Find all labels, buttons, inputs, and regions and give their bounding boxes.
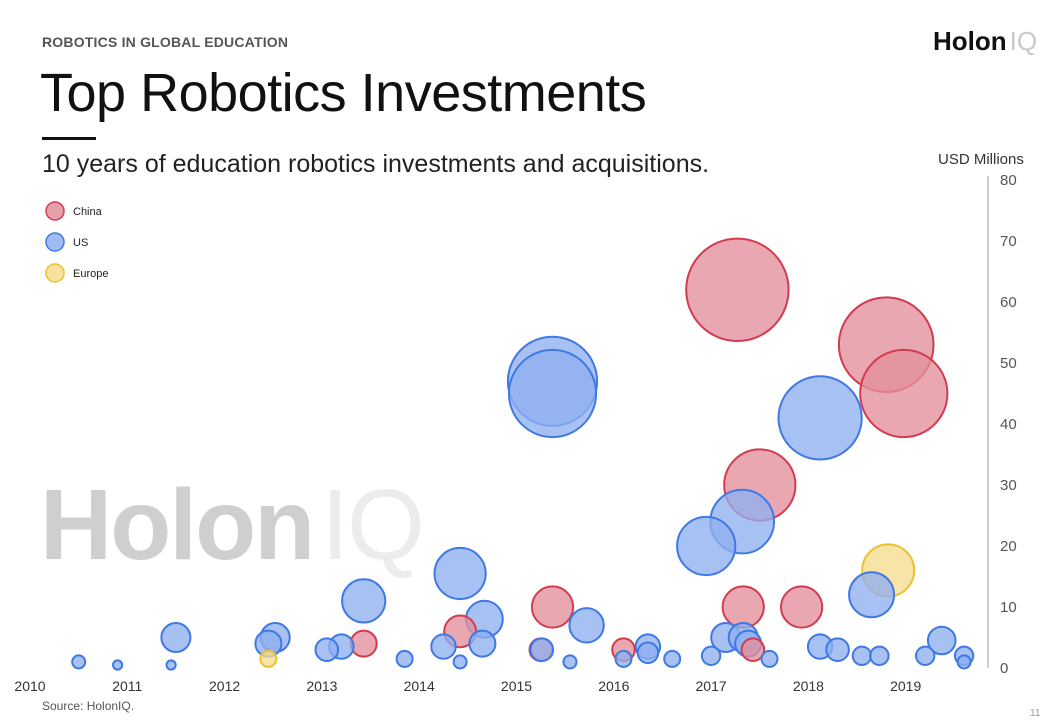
x-tick-label: 2013 [306,678,337,694]
holoniq-watermark: HolonIQ [40,468,425,583]
legend-label-europe: Europe [73,268,108,280]
y-tick-label: 50 [1000,355,1017,372]
bubble-china [859,348,949,439]
bubble-us [760,649,779,668]
y-tick-label: 0 [1000,660,1008,677]
x-tick-label: 2016 [598,678,629,694]
x-tick-label: 2017 [696,678,727,694]
bubble-us [112,659,124,671]
bubble-us [926,625,957,656]
bubble-us [848,571,896,619]
bubble-us [700,645,722,666]
legend-swatch-us [45,232,65,252]
bubble-china [780,585,824,629]
bubble-china [530,585,575,629]
x-tick-label: 2010 [14,678,45,694]
logo-suffix: IQ [1009,26,1038,56]
legend-swatch-europe [45,263,65,283]
y-tick-label: 30 [1000,477,1017,494]
x-tick-label: 2012 [209,678,240,694]
bubble-us [825,637,850,663]
bubble-china [349,629,378,658]
bubble-us [636,641,660,665]
bubble-us [676,515,737,577]
bubble-us [915,645,936,666]
bubble-china [721,585,765,629]
y-tick-label: 10 [1000,599,1017,616]
bubble-us [956,654,972,670]
page-subtitle: 10 years of education robotics investmen… [42,150,710,178]
bubble-us [452,654,468,670]
bubble-us [507,348,598,439]
bubble-us [663,649,682,668]
bubble-us [314,637,340,663]
title-underline [42,137,96,140]
bubble-us [529,637,555,663]
watermark-suffix: IQ [321,469,425,581]
bubble-us [614,649,633,668]
bubble-us [433,546,487,601]
bubble-us [869,645,890,666]
bubble-us [71,654,87,670]
y-tick-label: 40 [1000,416,1017,433]
legend-swatch-china [45,201,65,221]
source-note: Source: HolonIQ. [42,699,135,713]
bubble-china [740,637,766,663]
bubble-us [468,629,497,658]
bubble-us [160,622,192,653]
bubble-us [430,633,457,660]
holoniq-logo: Holon IQ [933,26,1037,57]
bubble-us [851,645,873,666]
bubble-us [341,578,387,624]
bubble-europe [259,649,278,668]
section-eyebrow: ROBOTICS IN GLOBAL EDUCATION [42,34,289,50]
logo-main: Holon [933,26,1007,56]
y-tick-label: 70 [1000,233,1017,250]
bubble-us [562,654,578,670]
x-tick-label: 2019 [890,678,921,694]
page-number: 11 [1030,708,1041,719]
x-tick-label: 2015 [501,678,532,694]
bubble-us [165,659,177,671]
x-tick-label: 2014 [404,678,435,694]
y-axis-unit-label: USD Millions [938,151,1024,168]
bubble-china [685,237,790,342]
legend-label-china: China [73,206,103,218]
y-tick-label: 80 [1000,172,1017,189]
y-tick-label: 20 [1000,538,1017,555]
legend-label-us: US [73,237,88,249]
bubble-us [395,649,414,668]
x-tick-label: 2011 [112,678,142,694]
x-tick-label: 2018 [793,678,824,694]
bubble-us [568,607,605,644]
bubble-us [777,375,863,461]
y-tick-label: 60 [1000,294,1017,311]
page-title: Top Robotics Investments [40,63,647,123]
watermark-main: Holon [40,469,315,581]
